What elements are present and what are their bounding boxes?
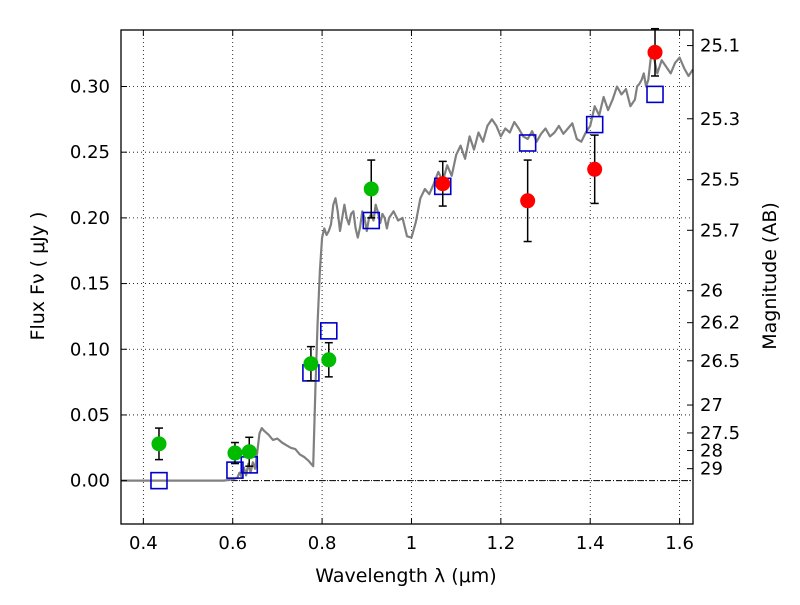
y2-axis-title: Magnitude (AB) [759,202,781,350]
model-square-marker [150,471,168,490]
error-bars-layer [154,27,660,467]
spectrum-layer [121,46,694,482]
model-square-marker [319,322,338,340]
model-spectrum-line [121,46,694,482]
grid-lines [121,30,693,524]
green-data-point [151,436,167,452]
x-tick-label: 1.6 [665,533,694,554]
green-data-point [321,352,337,368]
red-data-point [435,176,451,192]
y-tick-label: 0.20 [70,208,110,229]
y2-tick-label: 28 [700,441,723,462]
y2-tick-label: 26.5 [700,351,740,372]
y2-tick-label: 25.3 [700,109,740,130]
x-tick-label: 0.6 [218,533,247,554]
y-tick-labels: 0.00 0.05 0.10 0.15 0.20 0.25 0.30 [70,76,110,491]
x-tick-label: 0.4 [129,533,158,554]
x-tick-label: 1 [406,533,417,554]
y2-tick-label: 25.5 [700,170,740,191]
red-data-point [520,193,536,209]
model-square-marker [518,134,537,152]
model-squares-layer [150,85,664,490]
y2-tick-label: 25.7 [700,220,740,241]
model-square-marker [646,85,664,104]
y2-tick-label: 29 [700,459,723,480]
y-tick-label: 0.10 [70,339,110,360]
data-points-layer [151,44,663,461]
y-axis-title: Flux Fν ( μJy ) [27,212,49,341]
y2-tick-label: 27 [700,395,723,416]
axis-ticks [121,30,693,524]
x-tick-label: 0.8 [308,533,337,554]
y2-tick-label: 26.2 [700,313,740,334]
y2-tick-label: 26 [700,281,723,302]
green-data-point [227,445,243,461]
y-tick-label: 0.00 [70,471,110,492]
y-tick-label: 0.15 [70,274,110,295]
red-data-point [587,161,603,177]
plot-frame [120,29,694,525]
green-data-point [363,181,379,197]
red-data-point [647,44,663,60]
x-axis-title: Wavelength λ (μm) [315,565,496,587]
x-tick-labels: 0.4 0.6 0.8 1 1.2 1.4 1.6 [129,533,694,554]
y-tick-label: 0.25 [70,142,110,163]
y-tick-label: 0.05 [70,405,110,426]
green-data-point [241,444,257,460]
model-square-marker [585,115,604,134]
x-tick-label: 1.2 [487,533,516,554]
x-tick-label: 1.4 [576,533,605,554]
y2-tick-label: 27.5 [700,423,740,444]
green-data-point [303,356,319,372]
y-tick-label: 0.30 [70,76,110,97]
y2-tick-label: 25.1 [700,36,740,57]
